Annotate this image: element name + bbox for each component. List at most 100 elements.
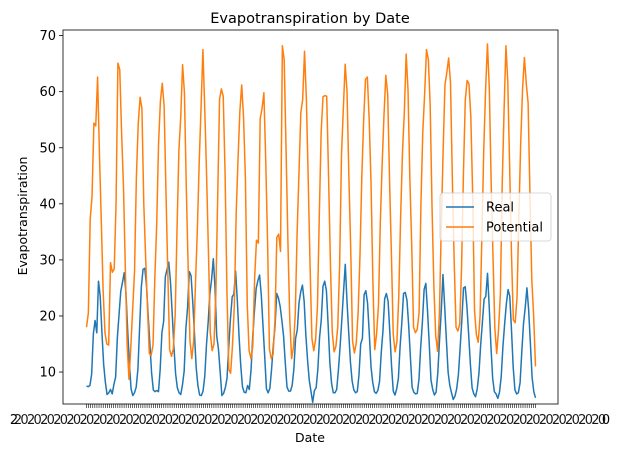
x-tick-label: 2 [526,413,534,428]
x-axis-ticks: 2020202020202020202020202020202020202020… [14,404,606,428]
x-tick-label: 0 [139,413,147,428]
legend: Real Potential [439,192,552,242]
plot-frame [62,29,559,405]
x-tick-label: 2 [93,413,101,428]
x-tick-label: 0 [34,413,42,428]
x-tick-label: 0 [322,413,330,428]
x-tick-label: 2 [211,413,219,428]
x-tick-label: 2 [329,413,337,428]
x-tick-label: 0 [440,413,448,428]
x-tick-label: 2 [578,413,586,428]
x-tick-label: 0 [362,413,370,428]
x-tick-label: 2 [355,413,363,428]
x-tick-label: 0 [152,413,160,428]
x-tick-label: 0 [493,413,501,428]
x-tick-label: 0 [230,413,238,428]
x-tick-label: 2 [224,413,232,428]
series-line-potential [85,43,537,381]
x-tick-label: 2 [342,413,350,428]
x-tick-label: 2 [303,413,311,428]
x-tick-label: 0 [572,413,580,428]
x-tick-label: 2 [66,413,74,428]
x-tick-label: 0 [270,413,278,428]
x-tick-label: 0 [191,413,199,428]
x-tick-label-last: 0 [602,413,610,428]
x-tick-label: 2 [394,413,402,428]
x-tick-label: 2 [381,413,389,428]
x-tick-label: 0 [99,413,107,428]
x-tick-label: 0 [545,413,553,428]
x-tick-label: 2 [106,413,114,428]
x-tick-label: 0 [519,413,527,428]
x-tick-label: 2 [14,413,22,428]
x-tick-label: 2 [184,413,192,428]
x-tick-label: 2 [316,413,324,428]
x-tick-label: 2 [473,413,481,428]
x-tick-label: 0 [60,413,68,428]
x-tick-label: 0 [375,413,383,428]
x-tick-label: 2 [499,413,507,428]
x-tick-label: 2 [513,413,521,428]
x-tick-label: 0 [178,413,186,428]
x-tick-label: 2 [276,413,284,428]
x-axis-label: Date [295,430,325,445]
x-tick-label: 0 [480,413,488,428]
x-tick-label: 0 [204,413,212,428]
x-tick-label: 2 [447,413,455,428]
series-line-real [86,258,537,404]
x-tick-label: 2 [145,413,153,428]
x-tick-label: 2 [368,413,376,428]
x-tick-label: 0 [165,413,173,428]
y-axis-ticks: 10 20 30 40 50 60 70 [39,29,63,381]
y-tick-label: 40 [39,197,56,212]
x-tick-label: 2 [119,413,127,428]
x-tick-label: 0 [244,413,252,428]
x-tick-label: 0 [20,413,28,428]
x-tick-label: 0 [388,413,396,428]
x-tick-label: 2 [79,413,87,428]
y-tick-label: 50 [39,141,56,156]
x-tick-label: 2 [421,413,429,428]
x-tick-label-first: 2 [10,413,18,428]
x-tick-label: 0 [309,413,317,428]
series-layer [85,43,537,404]
x-tick-label: 0 [598,413,606,428]
x-tick-label: 2 [565,413,573,428]
y-axis-label: Evapotranspiration [15,157,30,276]
x-tick-label: 2 [250,413,258,428]
y-tick-label: 60 [39,85,56,100]
x-tick-label: 2 [158,413,166,428]
x-tick-label: 0 [558,413,566,428]
x-tick-label: 0 [585,413,593,428]
x-tick-label: 2 [434,413,442,428]
x-tick-label: 2 [408,413,416,428]
legend-label-real: Real [486,201,514,216]
x-tick-label: 0 [283,413,291,428]
x-tick-label: 0 [414,413,422,428]
y-tick-label: 70 [39,29,56,44]
legend-box [439,192,552,242]
x-tick-label: 2 [539,413,547,428]
x-tick-label: 0 [86,413,94,428]
x-tick-label: 2 [289,413,297,428]
x-tick-label: 0 [335,413,343,428]
x-tick-label: 2 [198,413,206,428]
x-tick-label: 0 [453,413,461,428]
x-tick-label: 0 [217,413,225,428]
x-tick-label: 0 [257,413,265,428]
x-tick-label: 2 [53,413,61,428]
x-tick-label: 0 [47,413,55,428]
x-tick-label: 2 [486,413,494,428]
x-tick-label: 2 [40,413,48,428]
y-tick-label: 20 [39,309,56,324]
x-tick-label: 2 [132,413,140,428]
x-tick-label: 0 [112,413,120,428]
x-tick-label: 2 [263,413,271,428]
x-tick-label: 0 [506,413,514,428]
x-tick-label: 0 [467,413,475,428]
y-tick-label: 10 [39,366,56,381]
legend-label-potential: Potential [486,221,543,236]
y-tick-label: 30 [39,253,56,268]
x-tick-label: 0 [125,413,133,428]
